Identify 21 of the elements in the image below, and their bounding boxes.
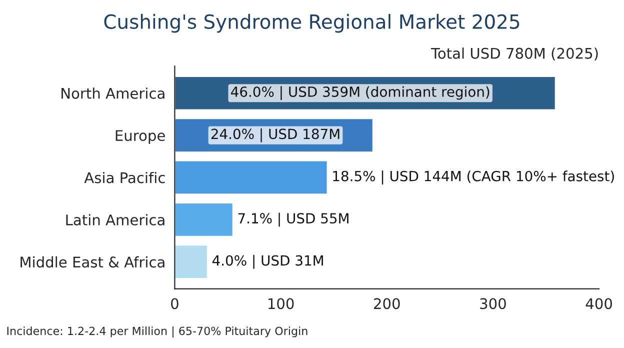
bar — [174, 244, 208, 280]
y-tick-label: Europe — [116, 130, 165, 144]
bar — [174, 160, 328, 196]
chart-title: Cushing's Syndrome Regional Market 2025 — [104, 14, 520, 33]
x-tick-label: 0 — [171, 298, 178, 310]
text: Incidence: 1.2-2.4 per Million | 65-70% Pituitary Origin — [7, 326, 308, 338]
x-tick-label: 200 — [374, 298, 400, 310]
annotation: 4.0% | USD 31M — [212, 254, 323, 269]
bar — [174, 202, 234, 238]
x-tick-label: 300 — [480, 298, 506, 310]
annotation: 24.0% | USD 187M — [211, 128, 340, 142]
y-tick-label: North America — [62, 88, 164, 99]
text: Total USD 780M (2025) — [430, 48, 598, 61]
y-tick-label: Middle East & Africa — [20, 256, 164, 268]
annotation: 7.1% | USD 55M — [238, 212, 348, 227]
y-tick-label: Latin America — [66, 214, 164, 226]
x-tick-label: 100 — [268, 298, 294, 310]
x-tick-label: 400 — [586, 298, 612, 310]
annotation: 18.5% | USD 144M (CAGR 10%+ fastest) — [333, 170, 614, 184]
y-tick-label: Asia Pacific — [84, 172, 165, 184]
annotation: 46.0% | USD 359M (dominant region) — [231, 86, 490, 100]
